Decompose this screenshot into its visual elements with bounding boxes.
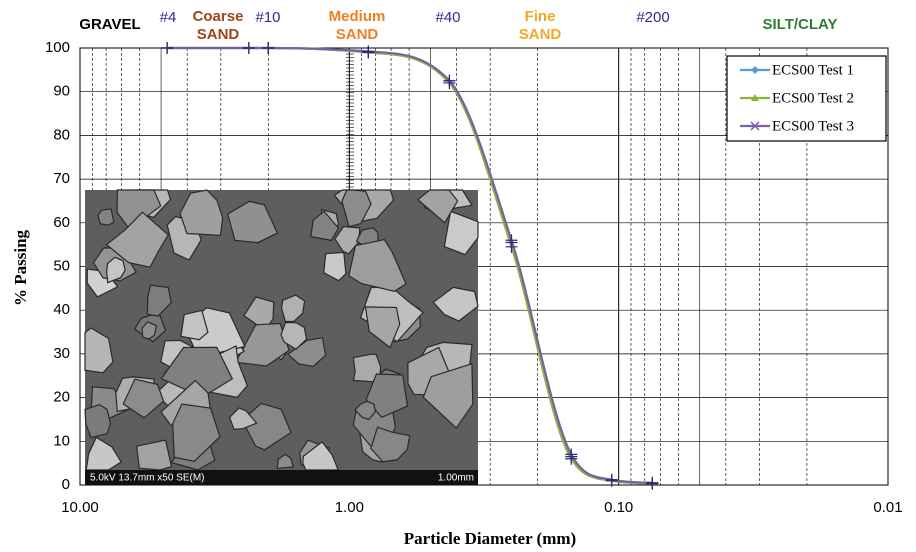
- point: [646, 476, 659, 489]
- series-line: [167, 46, 653, 484]
- x-tick-label: 10.00: [61, 499, 99, 516]
- grain: [334, 225, 361, 255]
- legend-marker: [750, 121, 760, 131]
- grain: [179, 189, 224, 237]
- zone-label: GRAVEL: [79, 16, 140, 33]
- legend-label: ECS00 Test 2: [772, 90, 854, 106]
- y-tick-label: 90: [53, 83, 70, 100]
- legend-label: ECS00 Test 1: [772, 62, 854, 78]
- grain: [417, 189, 459, 224]
- y-tick-label: 80: [53, 126, 70, 143]
- grain: [141, 321, 158, 340]
- grain: [370, 426, 411, 463]
- sieve-label: #4: [160, 9, 177, 26]
- grain: [226, 200, 279, 244]
- point: [362, 45, 375, 58]
- grain: [228, 407, 258, 431]
- grain: [84, 403, 112, 439]
- grain: [146, 284, 172, 317]
- point: [262, 42, 275, 54]
- y-tick-label: 30: [53, 345, 70, 362]
- y-tick-label: 10: [53, 432, 70, 449]
- grain: [287, 337, 327, 368]
- zone-label: SAND: [519, 26, 562, 43]
- grain: [443, 210, 479, 256]
- grain: [365, 373, 409, 419]
- grain: [105, 211, 170, 268]
- x-axis-label: Particle Diameter (mm): [404, 529, 576, 548]
- legend-label: ECS00 Test 3: [772, 118, 854, 134]
- grain: [84, 327, 114, 374]
- y-tick-label: 60: [53, 214, 70, 231]
- legend-marker: [751, 94, 759, 101]
- point: [161, 42, 174, 54]
- y-tick-label: 100: [45, 39, 70, 56]
- grain: [341, 189, 372, 228]
- x-tick-label: 0.10: [604, 499, 633, 516]
- y-axis-label: % Passing: [11, 229, 30, 306]
- grain: [280, 322, 308, 350]
- grain: [354, 400, 376, 421]
- grain: [135, 439, 173, 471]
- grain: [348, 238, 407, 292]
- grain: [323, 251, 347, 282]
- grain: [310, 210, 340, 242]
- point: [605, 473, 618, 486]
- grain: [364, 306, 401, 349]
- point: [565, 448, 578, 461]
- caption: 1.00mm: [438, 473, 474, 484]
- sieve-label: #10: [255, 9, 280, 26]
- y-tick-label: 70: [53, 170, 70, 187]
- y-tick-label: 50: [53, 257, 70, 274]
- grain: [105, 256, 126, 284]
- point: [443, 74, 456, 87]
- zone-label: SAND: [336, 26, 379, 43]
- y-tick-label: 0: [62, 476, 70, 493]
- x-tick-label: 0.01: [873, 499, 902, 516]
- grain: [172, 403, 221, 462]
- grain: [122, 378, 165, 419]
- micrograph: 5.0kV 13.7mm x50 SE(M) 1.00mm: [84, 189, 479, 485]
- y-tick-label: 40: [53, 301, 70, 318]
- zone-label: SILT/CLAY: [762, 16, 837, 33]
- zone-label: SAND: [197, 26, 240, 43]
- point: [505, 234, 518, 247]
- sieve-label: #200: [636, 9, 669, 26]
- caption-bar: [85, 470, 478, 485]
- legend-marker: [751, 66, 759, 74]
- zone-label: Medium: [329, 8, 386, 25]
- grain: [276, 453, 295, 470]
- grain: [280, 294, 306, 323]
- grain: [234, 322, 290, 367]
- grain: [180, 309, 209, 341]
- x-tick-label: 1.00: [335, 499, 364, 516]
- sieve-label: #40: [435, 9, 460, 26]
- grain: [432, 286, 479, 322]
- point: [242, 42, 255, 54]
- grain: [97, 208, 115, 226]
- grain: [422, 362, 474, 430]
- y-tick-label: 20: [53, 389, 70, 406]
- zone-label: Coarse: [193, 8, 244, 25]
- caption: 5.0kV 13.7mm x50 SE(M): [90, 473, 204, 484]
- zone-label: Fine: [525, 8, 556, 25]
